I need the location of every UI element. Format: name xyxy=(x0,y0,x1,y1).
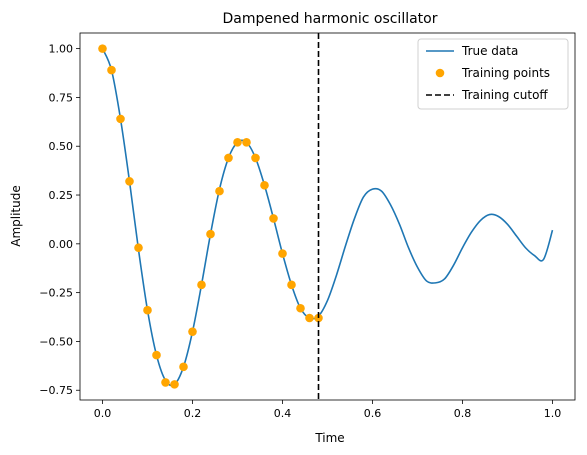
plot-area: 0.0 0.2 0.4 0.6 0.8 1.0 1.00 0.75 0.50 0.25 0.00 −0… xyxy=(39,32,576,420)
training-point xyxy=(134,243,143,253)
training-point xyxy=(287,280,296,290)
training-point xyxy=(215,186,224,196)
legend: True data Training points Training cutoff xyxy=(417,38,569,110)
training-point xyxy=(107,65,116,75)
x-tick-label: 1.0 xyxy=(544,407,562,420)
x-tick-label: 0.6 xyxy=(364,407,382,420)
training-point xyxy=(278,249,287,258)
training-point xyxy=(143,305,152,315)
training-point xyxy=(233,138,242,147)
chart-title: Dampened harmonic oscillator xyxy=(222,11,437,27)
training-point xyxy=(251,153,260,163)
x-tick-label: 0.4 xyxy=(274,407,292,420)
axes-frame xyxy=(79,32,576,401)
training-point xyxy=(224,153,233,163)
y-tick-label: 0.25 xyxy=(49,189,74,202)
x-tick-label: 0.2 xyxy=(184,407,202,420)
x-tick-label: 0.0 xyxy=(94,407,112,420)
y-tick-label: −0.75 xyxy=(39,384,73,397)
x-tick-label: 0.8 xyxy=(454,407,472,420)
training-point xyxy=(161,378,170,387)
legend-swatch-training-points xyxy=(435,68,445,78)
legend-box xyxy=(417,38,569,110)
training-point xyxy=(269,214,278,223)
y-tick-label: 0.50 xyxy=(49,140,74,153)
x-axis-label: Time xyxy=(314,431,344,445)
training-point xyxy=(116,114,125,124)
training-point xyxy=(260,180,269,190)
y-tick-label: −0.25 xyxy=(39,287,73,300)
training-point xyxy=(152,350,161,360)
y-tick-label: −0.50 xyxy=(39,335,73,348)
training-point xyxy=(296,303,305,313)
training-point xyxy=(314,313,323,323)
legend-label: Training cutoff xyxy=(461,88,548,102)
y-tick-label: 0.75 xyxy=(49,91,74,104)
training-point xyxy=(98,44,107,53)
training-point xyxy=(242,138,251,147)
y-tick-label: 1.00 xyxy=(49,43,74,56)
training-point xyxy=(305,313,314,323)
training-point xyxy=(170,380,179,389)
training-point xyxy=(188,327,197,336)
y-tick-label: 0.00 xyxy=(49,238,74,251)
training-point xyxy=(125,177,134,186)
y-axis-label: Amplitude xyxy=(9,185,23,247)
training-point xyxy=(179,362,188,372)
legend-label: Training points xyxy=(461,66,550,80)
legend-label: True data xyxy=(461,44,518,58)
training-point xyxy=(206,229,215,239)
training-point xyxy=(197,280,206,290)
